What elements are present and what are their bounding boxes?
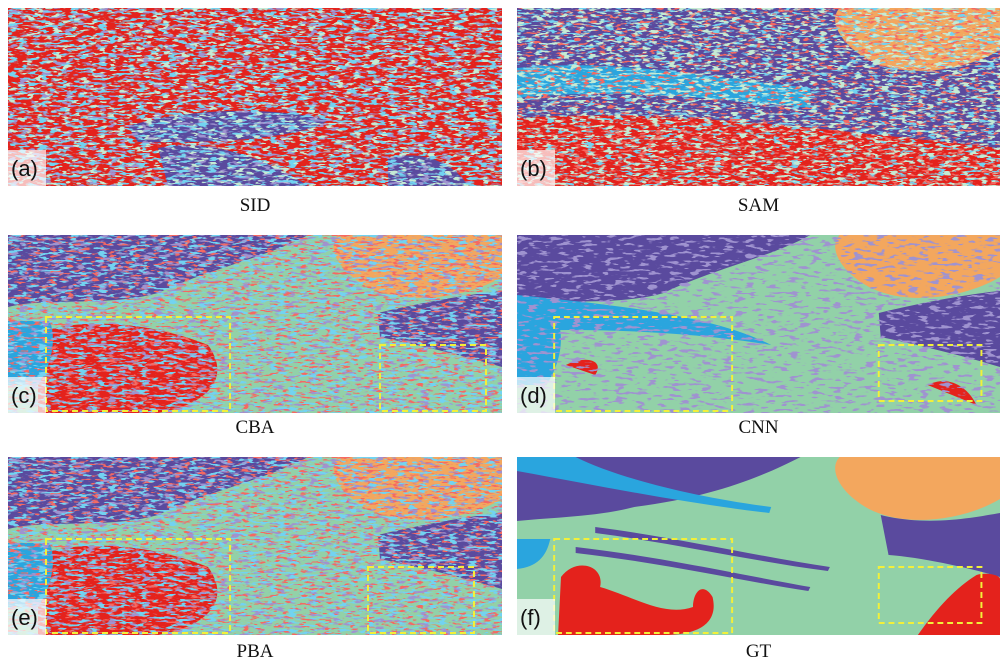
highlight-box [45, 316, 231, 412]
panel-caption: CNN [738, 417, 778, 438]
panel-caption: SID [240, 195, 271, 216]
tag-background [8, 377, 46, 413]
panel-tag: (b) [520, 156, 547, 181]
panel-tag: (f) [520, 605, 541, 630]
map-texture [8, 457, 502, 635]
map-region [517, 539, 551, 569]
classification-map [8, 235, 502, 413]
tag-background [517, 150, 555, 186]
panel-caption: SAM [738, 195, 779, 216]
panel-tag: (a) [11, 156, 38, 181]
map-region [880, 513, 1001, 577]
tag-background [8, 150, 46, 186]
map-texture [517, 235, 1001, 413]
map-texture [517, 8, 1001, 186]
panel-caption: GT [746, 641, 772, 662]
map-region [558, 565, 714, 635]
tag-background [517, 599, 555, 635]
map-region [835, 457, 1001, 520]
panel-caption: CBA [235, 417, 274, 438]
highlight-box [553, 316, 734, 412]
highlight-box [45, 538, 231, 634]
panel-tag: (e) [11, 605, 38, 630]
highlight-box [553, 538, 734, 634]
map-region [917, 573, 1001, 635]
panel-caption: PBA [237, 641, 274, 662]
panel-tag: (d) [520, 383, 547, 408]
classification-map [8, 8, 502, 186]
map-region [575, 547, 811, 591]
highlight-box [877, 344, 983, 402]
map-texture [8, 8, 502, 186]
map-region [517, 457, 772, 513]
map-texture [8, 235, 502, 413]
highlight-box [877, 566, 983, 624]
classification-map [517, 457, 1001, 635]
highlight-box [367, 566, 475, 634]
classification-map [517, 235, 1001, 413]
classification-map [8, 457, 502, 635]
tag-background [517, 377, 555, 413]
panel-tag: (c) [11, 383, 37, 408]
classification-map [517, 8, 1001, 186]
tag-background [8, 599, 46, 635]
highlight-box [379, 344, 487, 412]
